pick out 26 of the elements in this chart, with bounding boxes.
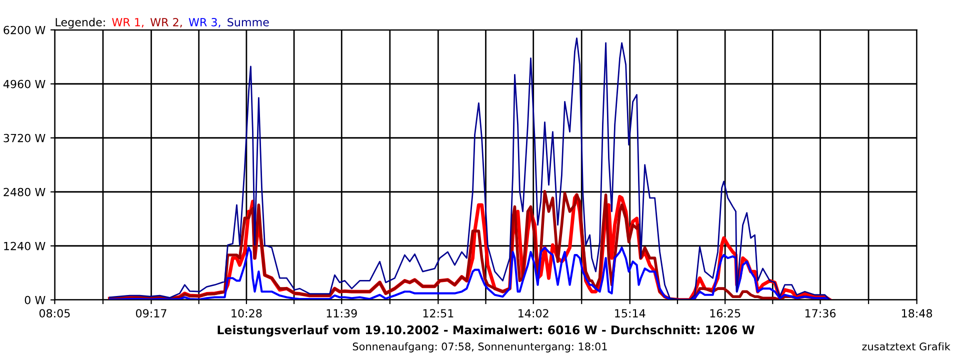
- x-tick-label: 11:39: [326, 309, 357, 318]
- x-tick-label: 12:51: [423, 309, 454, 318]
- text: WR 2,: [150, 18, 182, 28]
- x-tick-label: 15:14: [615, 309, 646, 318]
- text: WR 3,: [188, 18, 220, 28]
- text: Sonnenaufgang: 07:58, Sonnenuntergang: 18:01: [352, 342, 607, 352]
- x-axis-title: Leistungsverlauf vom 19.10.2002 - Maximalwert: 6016 W - Durchschnitt: 1206 W: [218, 325, 754, 337]
- y-tick-label: 0 W: [24, 296, 46, 304]
- y-tick-label: 1240 W: [4, 242, 46, 250]
- y-tick-label: 2480 W: [4, 188, 46, 196]
- y-tick-label: 6200 W: [4, 26, 46, 34]
- line-series: [109, 37, 831, 300]
- x-tick-label: 08:05: [39, 309, 70, 318]
- x-tick-label: 14:02: [518, 309, 548, 318]
- y-tick-label: 3720 W: [4, 134, 46, 142]
- x-tick-label: 09:17: [136, 309, 166, 318]
- x-tick-label: 16:25: [710, 309, 740, 318]
- y-tick-label: 4960 W: [3, 80, 46, 88]
- text: WR 1,: [112, 18, 144, 28]
- text: zusatztext Grafik: [862, 342, 950, 350]
- x-tick-label: 17:36: [805, 309, 836, 318]
- x-tick-label: 10:28: [232, 309, 262, 318]
- x-tick-label: 18:48: [902, 309, 932, 318]
- legend-title: Legende:: [56, 18, 105, 29]
- line-series: [108, 246, 831, 300]
- text: Summe: [228, 18, 269, 26]
